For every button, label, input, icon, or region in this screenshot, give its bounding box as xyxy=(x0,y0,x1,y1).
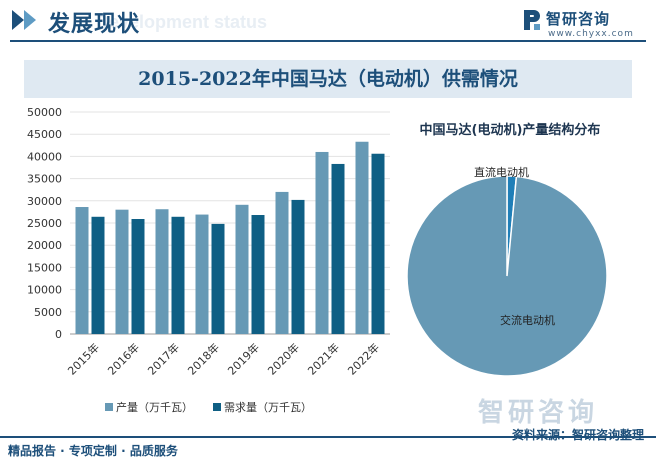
bar-chart: 0 5000 10000 15000 20000 25000 30000 35000 40000… xyxy=(27,106,390,414)
bar-demand xyxy=(171,216,185,334)
section-title: 发展现状 xyxy=(48,12,141,37)
bar-production xyxy=(355,141,369,334)
watermark-text: 智研咨询 xyxy=(478,398,599,428)
logo-icon xyxy=(524,10,540,30)
footer-slogan: 精品报告 · 专项定制 · 品质服务 xyxy=(8,444,178,458)
bar-demand xyxy=(251,215,265,334)
x-tick-label: 2017年 xyxy=(145,340,182,377)
legend-demand: 需求量（万千瓦） xyxy=(224,401,312,414)
chevron-icon xyxy=(24,10,36,30)
pie-label-dc: 直流电动机 xyxy=(474,165,529,179)
bar-production xyxy=(235,204,249,334)
y-tick-label: 0 xyxy=(55,328,62,341)
bar-production xyxy=(315,151,329,334)
y-tick-label: 25000 xyxy=(27,217,62,230)
y-tick-label: 40000 xyxy=(27,150,62,163)
y-tick-label: 10000 xyxy=(27,284,62,297)
bar-ticks: 0 5000 10000 15000 20000 25000 30000 35000 40000… xyxy=(27,106,62,341)
bar-demand xyxy=(211,223,225,334)
bar-marks xyxy=(75,141,385,334)
x-tick-label: 2022年 xyxy=(345,340,382,377)
chart-title: 2015-2022年中国马达（电动机）供需情况 xyxy=(24,60,632,98)
bar-demand xyxy=(331,163,345,334)
x-tick-label: 2015年 xyxy=(65,340,102,377)
bar-production xyxy=(115,209,129,334)
bar-demand xyxy=(371,153,385,334)
bar-production xyxy=(155,209,169,334)
pie-slice-ac xyxy=(406,175,608,377)
bar-demand xyxy=(291,199,305,334)
footer-divider xyxy=(0,436,656,438)
x-tick-label: 2016年 xyxy=(105,340,142,377)
bar-legend: 产量（万千瓦） 需求量（万千瓦） xyxy=(105,400,312,414)
section-subtitle: Development status xyxy=(96,12,268,32)
header-divider xyxy=(10,40,646,42)
bar-production xyxy=(275,191,289,334)
page-footer: 资料来源：智研咨询整理 精品报告 · 专项定制 · 品质服务 xyxy=(0,428,656,460)
y-tick-label: 20000 xyxy=(27,239,62,252)
legend-production: 产量（万千瓦） xyxy=(116,400,193,414)
x-tick-label: 2020年 xyxy=(265,340,302,377)
x-tick-label: 2018年 xyxy=(185,340,222,377)
pie-label-ac: 交流电动机 xyxy=(500,313,555,327)
pie-title: 中国马达(电动机)产量结构分布 xyxy=(420,122,601,138)
y-tick-label: 45000 xyxy=(27,128,62,141)
y-tick-label: 35000 xyxy=(27,173,62,186)
y-tick-label: 15000 xyxy=(27,261,62,274)
bar-demand xyxy=(91,216,105,334)
y-tick-label: 30000 xyxy=(27,195,62,208)
y-tick-label: 50000 xyxy=(27,106,62,119)
source-note: 资料来源：智研咨询整理 xyxy=(511,428,644,442)
logo-name: 智研咨询 xyxy=(546,10,611,28)
x-tick-label: 2019年 xyxy=(225,340,262,377)
page-header: Development status 发展现状 智研咨询 www.chyxx.c… xyxy=(0,0,656,46)
bar-demand xyxy=(131,219,145,334)
brand-logo: 智研咨询 www.chyxx.com xyxy=(522,6,642,40)
bar-production xyxy=(195,214,209,334)
bar-xlabels: 2015年 2016年 2017年 2018年 2019年 2020年 2021年 2022年 xyxy=(65,340,382,377)
y-tick-label: 5000 xyxy=(34,306,62,319)
bar-production xyxy=(75,207,89,334)
legend-swatch-production xyxy=(105,403,113,411)
legend-swatch-demand xyxy=(213,403,221,411)
chevron-icon xyxy=(12,10,24,30)
pie-marks xyxy=(406,175,608,377)
x-tick-label: 2021年 xyxy=(305,340,342,377)
pie-chart: 中国马达(电动机)产量结构分布 直流电动机 交流电动机 xyxy=(406,122,608,377)
logo-url: www.chyxx.com xyxy=(548,29,634,39)
